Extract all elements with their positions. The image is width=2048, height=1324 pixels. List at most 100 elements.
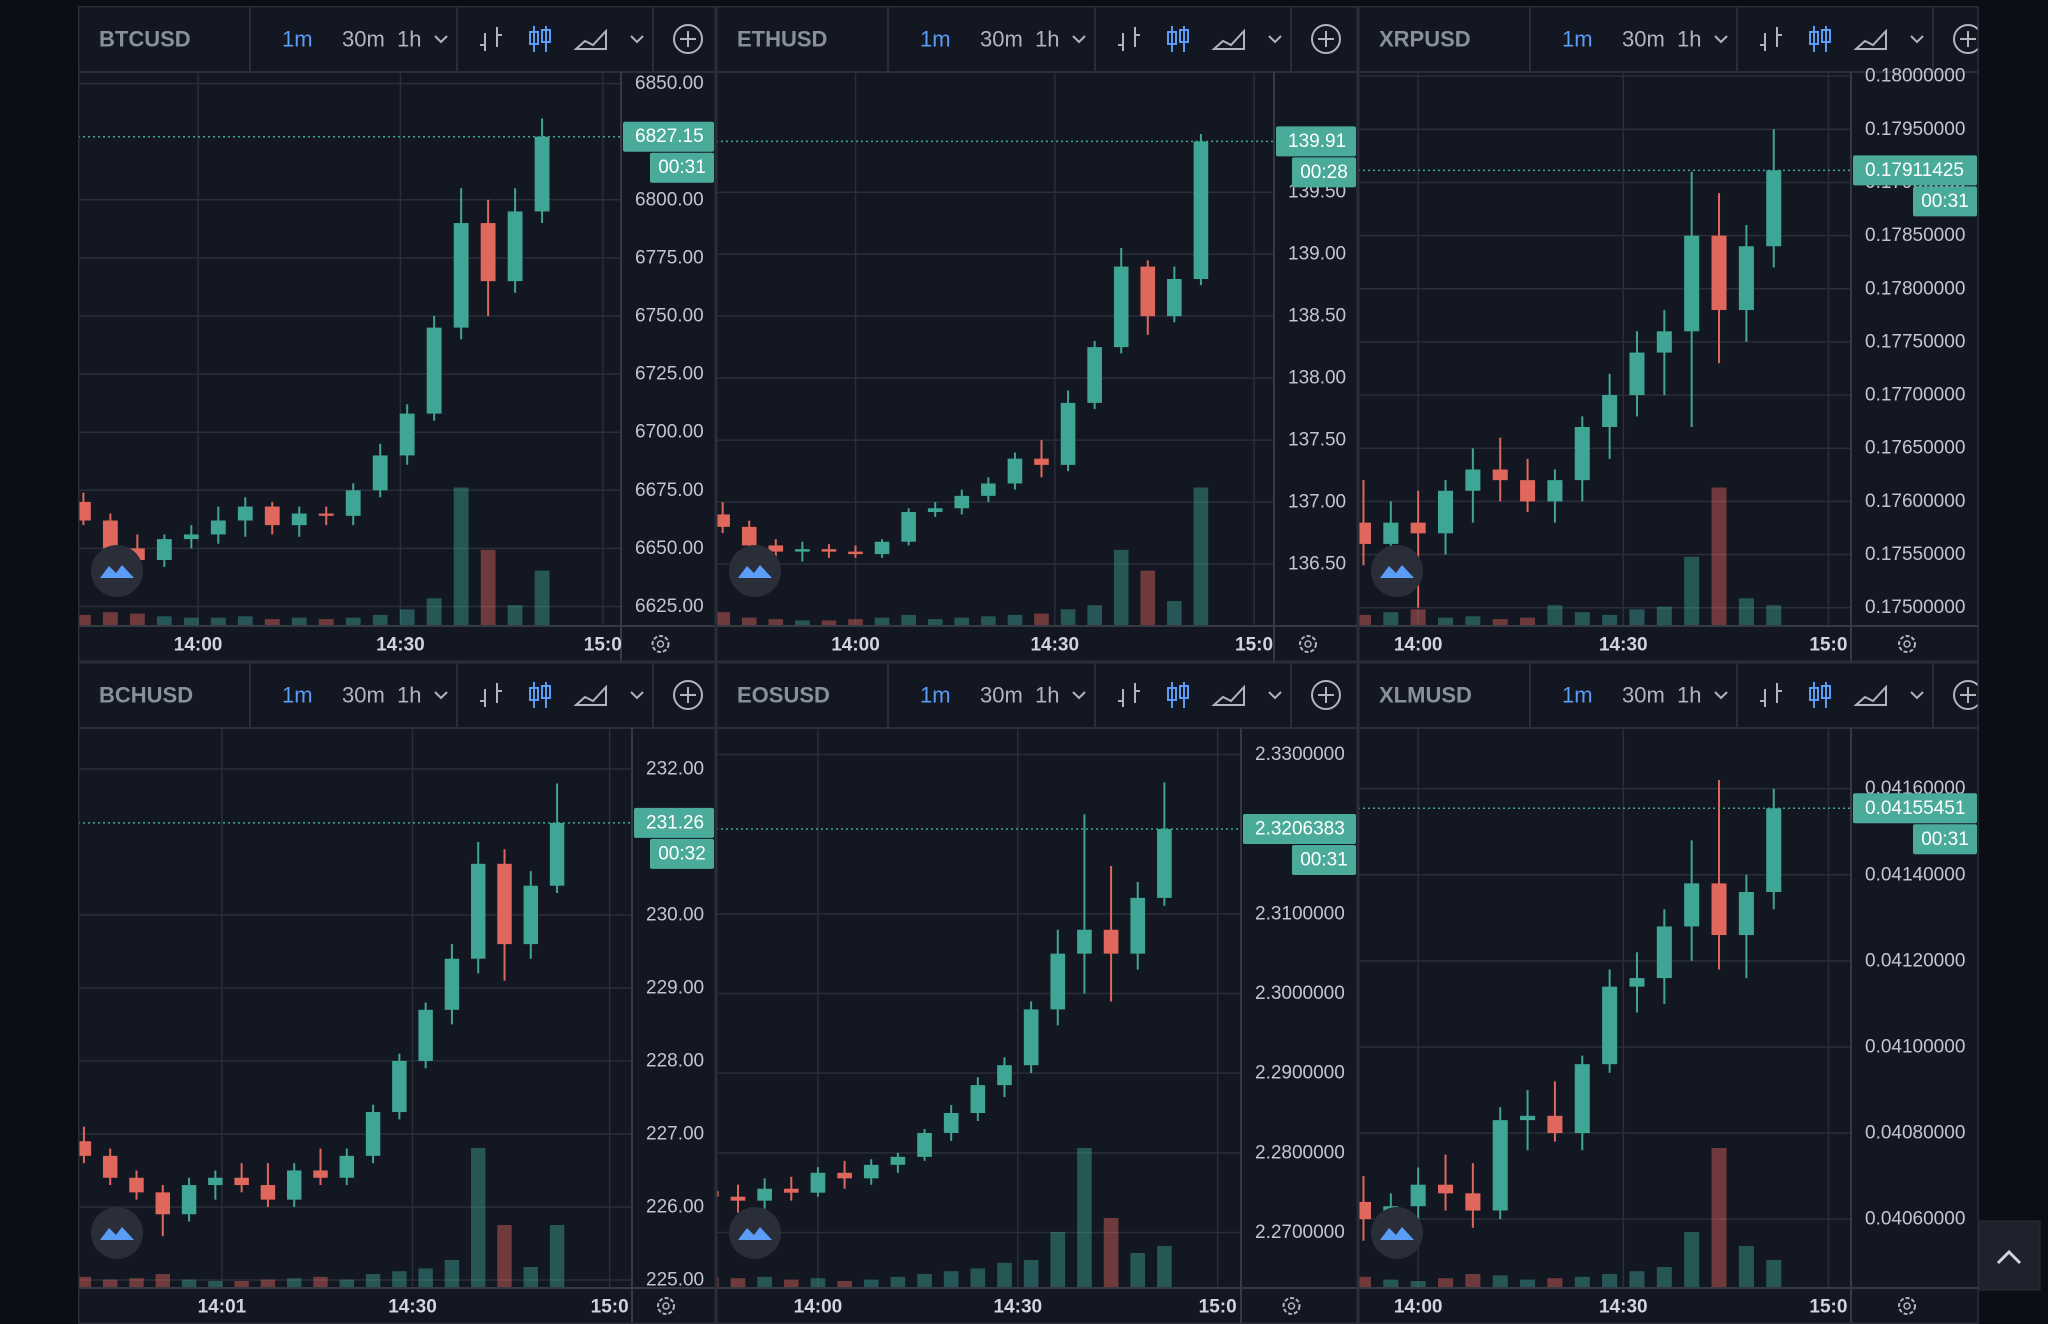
add-indicator-plus[interactable] xyxy=(1318,687,1334,703)
settings-icon[interactable] xyxy=(651,635,670,653)
area-icon[interactable] xyxy=(1211,28,1245,50)
countdown-label: 00:31 xyxy=(1921,191,1969,212)
area-icon[interactable] xyxy=(573,684,607,706)
add-indicator-plus[interactable] xyxy=(680,31,696,47)
candle-body xyxy=(129,548,145,561)
volume-bar xyxy=(730,1278,746,1288)
logo-badge[interactable] xyxy=(91,545,143,597)
interval-button[interactable]: 30m xyxy=(342,27,385,52)
dropdown-chevron[interactable] xyxy=(630,691,644,700)
settings-icon[interactable] xyxy=(1299,635,1317,653)
area-icon[interactable] xyxy=(1853,684,1887,706)
settings-icon[interactable] xyxy=(657,1297,675,1315)
dropdown-chevron[interactable] xyxy=(1910,35,1924,44)
settings-icon[interactable] xyxy=(1282,1297,1301,1315)
add-indicator-icon[interactable] xyxy=(673,680,703,710)
last-price-label: 6827.15 xyxy=(635,126,704,147)
dropdown-chevron[interactable] xyxy=(1072,691,1086,700)
dropdown-chevron[interactable] xyxy=(434,691,448,700)
add-indicator-plus[interactable] xyxy=(1318,31,1334,47)
add-indicator-icon[interactable] xyxy=(673,24,703,54)
scroll-top-chevron[interactable] xyxy=(1996,1249,2022,1265)
bars-icon[interactable] xyxy=(480,683,502,707)
interval-button[interactable]: 1m xyxy=(1562,27,1593,52)
dropdown-chevron[interactable] xyxy=(1714,691,1728,700)
interval-button[interactable]: 30m xyxy=(980,27,1023,52)
interval-button[interactable]: 1m xyxy=(282,683,313,708)
add-indicator-icon[interactable] xyxy=(1953,24,1982,54)
x-tick-label: 14:30 xyxy=(376,635,425,656)
logo-mark[interactable] xyxy=(1380,565,1414,578)
logo-mark[interactable] xyxy=(1380,1227,1414,1240)
interval-button[interactable]: 1m xyxy=(920,683,951,708)
dropdown-chevron[interactable] xyxy=(630,35,644,44)
bars-icon[interactable] xyxy=(480,27,502,51)
settings-icon-center[interactable] xyxy=(1304,640,1312,648)
logo-badge[interactable] xyxy=(1371,1207,1423,1259)
logo-mark[interactable] xyxy=(738,1227,772,1240)
add-indicator-icon[interactable] xyxy=(1311,24,1341,54)
interval-button[interactable]: 30m xyxy=(1622,27,1665,52)
symbol[interactable]: XRPUSD xyxy=(1379,27,1471,52)
interval-button[interactable]: 30m xyxy=(342,683,385,708)
logo-mark[interactable] xyxy=(100,565,134,578)
add-indicator-plus[interactable] xyxy=(1960,687,1976,703)
dropdown-chevron[interactable] xyxy=(1714,35,1728,44)
interval-button[interactable]: 1m xyxy=(1562,683,1593,708)
candles-icon[interactable] xyxy=(1167,682,1189,708)
symbol[interactable]: EOSUSD xyxy=(737,683,830,708)
logo-mark[interactable] xyxy=(100,1227,134,1240)
bars-icon[interactable] xyxy=(1118,27,1140,51)
bars-icon[interactable] xyxy=(1760,27,1782,51)
bars-icon[interactable] xyxy=(1760,683,1782,707)
settings-icon-center[interactable] xyxy=(662,1302,670,1310)
settings-icon-center[interactable] xyxy=(1903,1302,1911,1310)
interval-button[interactable]: 30m xyxy=(1622,683,1665,708)
area-icon[interactable] xyxy=(1853,28,1887,50)
settings-icon[interactable] xyxy=(1898,1297,1916,1315)
area-icon[interactable] xyxy=(573,28,607,50)
interval-button[interactable]: 1h xyxy=(1677,683,1701,708)
add-indicator-plus[interactable] xyxy=(1960,31,1976,47)
settings-icon[interactable] xyxy=(1898,635,1916,653)
symbol[interactable]: XLMUSD xyxy=(1379,683,1472,708)
logo-badge[interactable] xyxy=(1371,545,1423,597)
candles-icon[interactable] xyxy=(1809,26,1831,52)
add-indicator-icon[interactable] xyxy=(1311,680,1341,710)
volume-bar xyxy=(372,614,388,626)
add-indicator-plus[interactable] xyxy=(680,687,696,703)
interval-button[interactable]: 1h xyxy=(397,27,421,52)
candles-icon[interactable] xyxy=(529,26,551,52)
dropdown-chevron[interactable] xyxy=(1268,691,1282,700)
interval-button[interactable]: 30m xyxy=(980,683,1023,708)
dropdown-chevron[interactable] xyxy=(1910,691,1924,700)
dropdown-chevron[interactable] xyxy=(434,35,448,44)
add-indicator-icon[interactable] xyxy=(1953,680,1982,710)
interval-button[interactable]: 1h xyxy=(1677,27,1701,52)
candles-icon[interactable] xyxy=(529,682,551,708)
symbol[interactable]: BCHUSD xyxy=(99,683,193,708)
dropdown-chevron[interactable] xyxy=(1268,35,1282,44)
bars-icon[interactable] xyxy=(1118,683,1140,707)
logo-badge[interactable] xyxy=(729,545,781,597)
interval-button[interactable]: 1m xyxy=(282,27,313,52)
symbol[interactable]: ETHUSD xyxy=(737,27,827,52)
settings-icon-center[interactable] xyxy=(656,640,665,648)
logo-badge[interactable] xyxy=(729,1207,781,1259)
candles-icon[interactable] xyxy=(1809,682,1831,708)
candles-icon[interactable] xyxy=(1167,26,1189,52)
interval-button[interactable]: 1h xyxy=(397,683,421,708)
scroll-top-button[interactable] xyxy=(1978,1220,2041,1291)
interval-button[interactable]: 1h xyxy=(1035,27,1059,52)
interval-button[interactable]: 1h xyxy=(1035,683,1059,708)
volume-bar xyxy=(981,616,996,626)
settings-icon-center[interactable] xyxy=(1287,1302,1296,1310)
logo-badge[interactable] xyxy=(91,1207,143,1259)
area-icon[interactable] xyxy=(1211,684,1245,706)
scroll-top-box[interactable] xyxy=(1978,1220,2041,1291)
settings-icon-center[interactable] xyxy=(1903,640,1911,648)
interval-button[interactable]: 1m xyxy=(920,27,951,52)
symbol[interactable]: BTCUSD xyxy=(99,27,191,52)
dropdown-chevron[interactable] xyxy=(1072,35,1086,44)
logo-mark[interactable] xyxy=(738,565,772,578)
